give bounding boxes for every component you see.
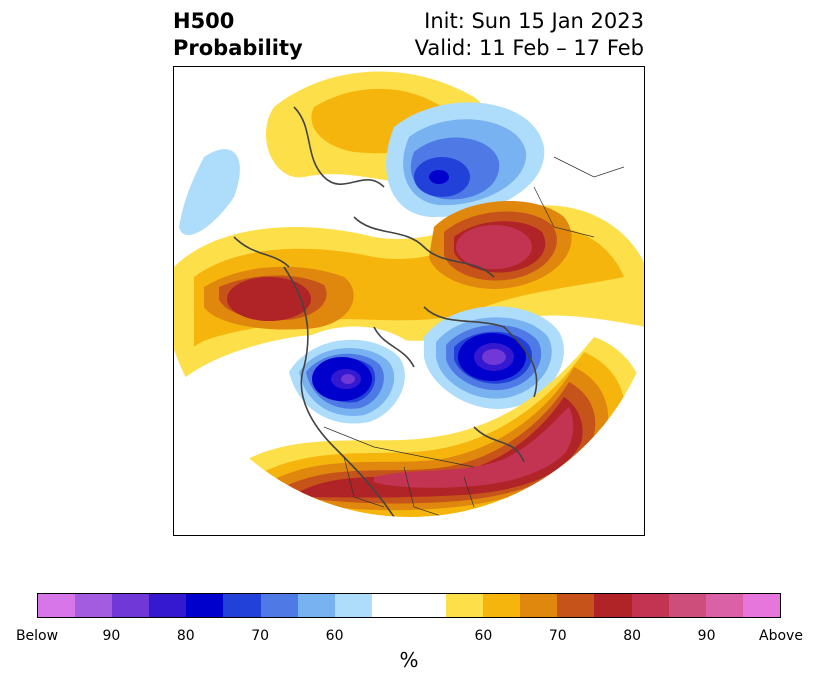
- colorbar-segment: [594, 594, 632, 617]
- colorbar-segment: [557, 594, 595, 617]
- colorbar-tick-label: 80: [176, 628, 195, 644]
- colorbar-segment: [371, 594, 409, 617]
- colorbar-tick-label: 70: [251, 628, 270, 644]
- probability-map: [173, 66, 645, 536]
- colorbar-tick-label: 90: [697, 628, 716, 644]
- colorbar-segment: [631, 594, 669, 617]
- colorbar-segment: [186, 594, 224, 617]
- title-valid-range: Valid: 11 Feb – 17 Feb: [414, 36, 644, 60]
- title-init-date: Init: Sun 15 Jan 2023: [424, 9, 644, 33]
- colorbar-tick-label: 60: [325, 628, 344, 644]
- colorbar-segment: [260, 594, 298, 617]
- colorbar-unit-label: %: [399, 648, 419, 672]
- colorbar-segment: [742, 594, 780, 617]
- colorbar-tick-label: 70: [548, 628, 567, 644]
- map-title-left: H500 Probability: [173, 8, 303, 62]
- borders: [323, 156, 625, 517]
- colorbar-segment: [297, 594, 335, 617]
- colorbar-tick-label: Above: [759, 628, 803, 644]
- colorbar-tick-label: 80: [623, 628, 642, 644]
- title-variable: H500: [173, 9, 235, 33]
- coastlines: [233, 106, 538, 517]
- map-canvas: [174, 67, 644, 517]
- colorbar-segment: [705, 594, 743, 617]
- colorbar-segment: [38, 594, 76, 617]
- colorbar-segment: [483, 594, 521, 617]
- colorbar-segment: [334, 594, 372, 617]
- colorbar-segment: [520, 594, 558, 617]
- probability-colorbar: [37, 593, 781, 618]
- colorbar-segment: [149, 594, 187, 617]
- colorbar-segment: [446, 594, 484, 617]
- colorbar-segment: [75, 594, 113, 617]
- colorbar-tick-label: 60: [474, 628, 493, 644]
- title-product: Probability: [173, 36, 303, 60]
- map-title-right: Init: Sun 15 Jan 2023 Valid: 11 Feb – 17…: [415, 8, 644, 62]
- colorbar-segment: [223, 594, 261, 617]
- colorbar-segment: [408, 594, 447, 617]
- colorbar-segment: [668, 594, 706, 617]
- colorbar-segment: [112, 594, 150, 617]
- colorbar-tick-label: 90: [102, 628, 121, 644]
- colorbar-tick-label: Below: [15, 628, 59, 644]
